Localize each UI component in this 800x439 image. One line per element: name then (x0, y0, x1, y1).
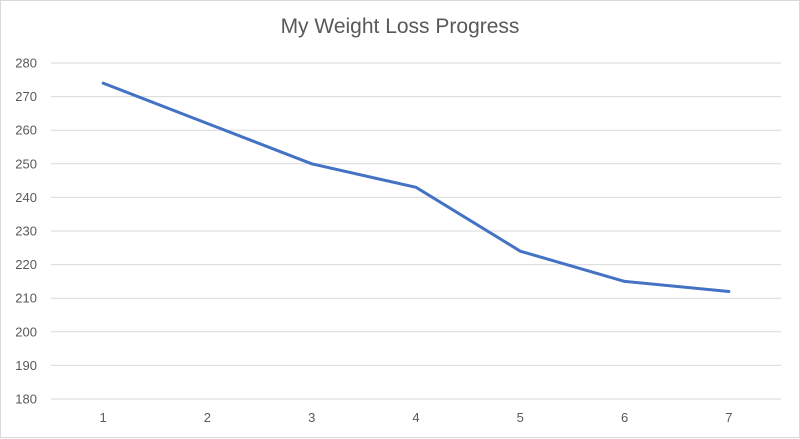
x-tick-label: 2 (204, 410, 211, 425)
y-tick-label: 230 (15, 224, 37, 239)
y-tick-label: 210 (15, 291, 37, 306)
series-layer (101, 81, 731, 293)
x-axis-tick-labels: 1 2 3 4 5 6 7 (100, 410, 733, 425)
grid-layer (51, 62, 781, 400)
x-tick-label: 6 (621, 410, 628, 425)
y-tick-label: 270 (15, 89, 37, 104)
y-tick-label: 280 (15, 56, 37, 71)
x-tick-label: 3 (308, 410, 315, 425)
x-tick-label: 1 (100, 410, 107, 425)
y-tick-label: 190 (15, 358, 37, 373)
x-tick-label: 5 (517, 410, 524, 425)
y-tick-label: 260 (15, 123, 37, 138)
y-tick-label: 180 (15, 392, 37, 407)
x-tick-label: 7 (725, 410, 732, 425)
y-tick-label: 250 (15, 156, 37, 171)
y-tick-label: 200 (15, 324, 37, 339)
chart-title: My Weight Loss Progress (280, 15, 520, 38)
y-axis-tick-labels: 180 190 200 210 220 230 240 250 260 270 280 (15, 56, 37, 407)
x-tick-label: 4 (412, 410, 419, 425)
series-line-1 (101, 81, 731, 293)
y-tick-label: 240 (15, 190, 37, 205)
y-tick-label: 220 (15, 257, 37, 272)
